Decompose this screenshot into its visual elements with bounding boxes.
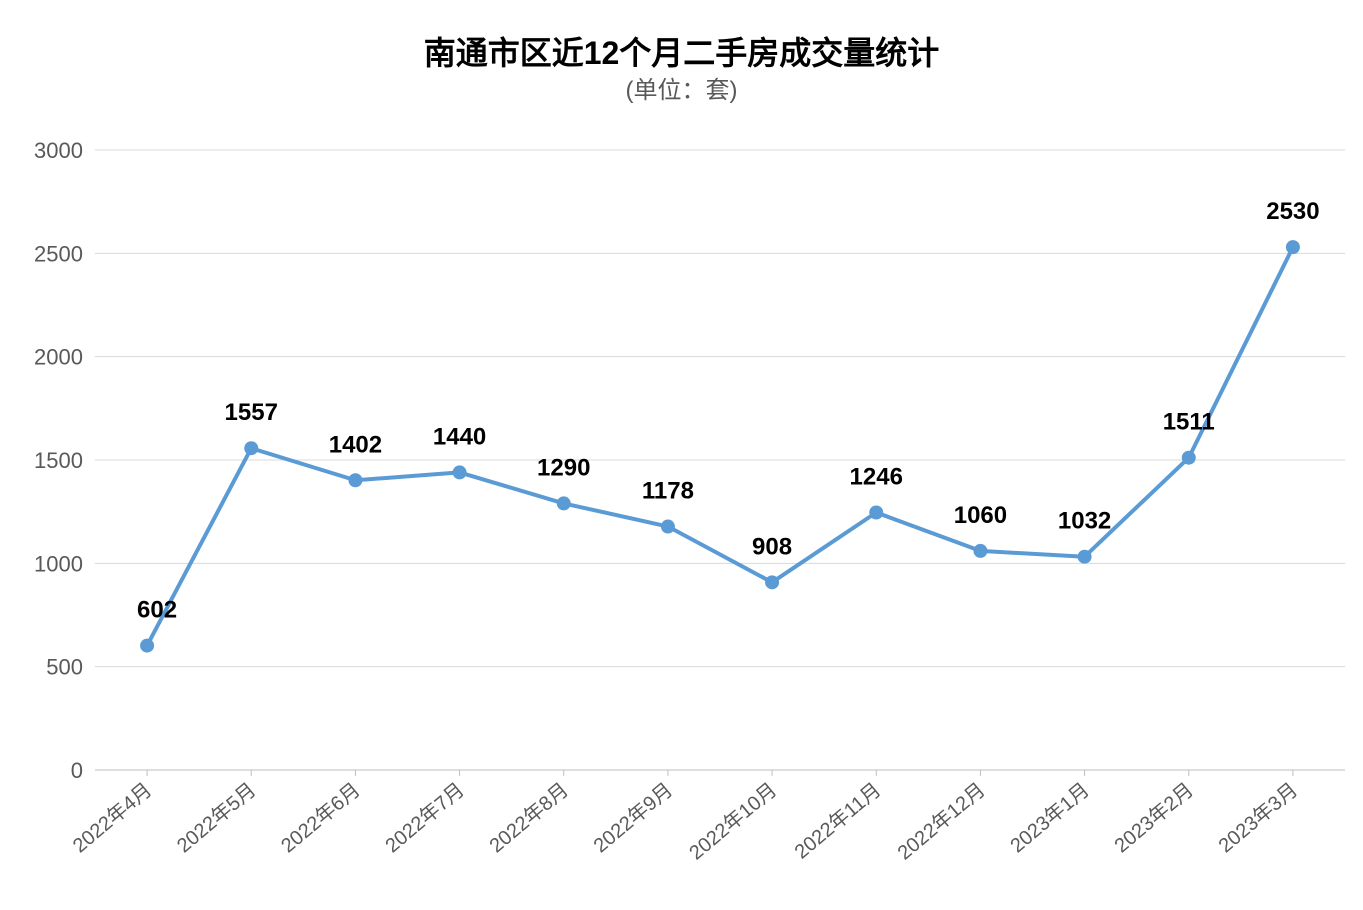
data-marker (973, 544, 987, 558)
y-tick-label: 1000 (34, 551, 83, 576)
data-label: 1290 (537, 454, 590, 481)
data-label: 1511 (1163, 409, 1215, 436)
y-tick-label: 2000 (34, 345, 83, 370)
data-marker (557, 496, 571, 510)
data-marker (140, 639, 154, 653)
x-tick-label: 2022年11月 (790, 778, 885, 863)
data-marker (1078, 550, 1092, 564)
data-marker (453, 465, 467, 479)
data-label: 1246 (850, 463, 903, 490)
data-label: 1032 (1058, 508, 1111, 535)
data-label: 1178 (642, 478, 694, 505)
data-label: 1060 (954, 502, 1007, 529)
x-tick-label: 2023年3月 (1214, 778, 1302, 857)
data-label: 1402 (329, 431, 382, 458)
x-tick-label: 2022年12月 (893, 778, 990, 864)
data-label: 908 (752, 533, 792, 560)
x-tick-label: 2022年6月 (277, 778, 365, 857)
chart-container: 南通市区近12个月二手房成交量统计 (单位：套) 050010001500200… (0, 0, 1363, 910)
y-tick-label: 500 (46, 655, 83, 680)
x-tick-label: 2023年2月 (1110, 778, 1198, 857)
data-marker (765, 575, 779, 589)
data-label: 2530 (1266, 198, 1319, 225)
x-tick-label: 2022年4月 (68, 778, 156, 857)
data-label: 602 (137, 597, 177, 624)
data-marker (1182, 451, 1196, 465)
data-marker (661, 520, 675, 534)
x-tick-label: 2022年7月 (381, 778, 469, 857)
x-tick-label: 2022年5月 (172, 778, 260, 857)
data-marker (869, 505, 883, 519)
data-marker (1286, 240, 1300, 254)
x-tick-label: 2022年10月 (685, 778, 782, 864)
data-label: 1557 (225, 399, 278, 426)
x-tick-label: 2022年8月 (485, 778, 573, 857)
x-tick-label: 2023年1月 (1006, 778, 1094, 857)
x-tick-label: 2022年9月 (589, 778, 677, 857)
data-marker (348, 473, 362, 487)
series-line (147, 247, 1293, 645)
y-tick-label: 1500 (34, 448, 83, 473)
line-chart-svg: 0500100015002000250030002022年4月2022年5月20… (0, 0, 1363, 910)
y-tick-label: 0 (71, 758, 83, 783)
data-marker (244, 441, 258, 455)
y-tick-label: 3000 (34, 138, 83, 163)
y-tick-label: 2500 (34, 241, 83, 266)
data-label: 1440 (433, 423, 486, 450)
